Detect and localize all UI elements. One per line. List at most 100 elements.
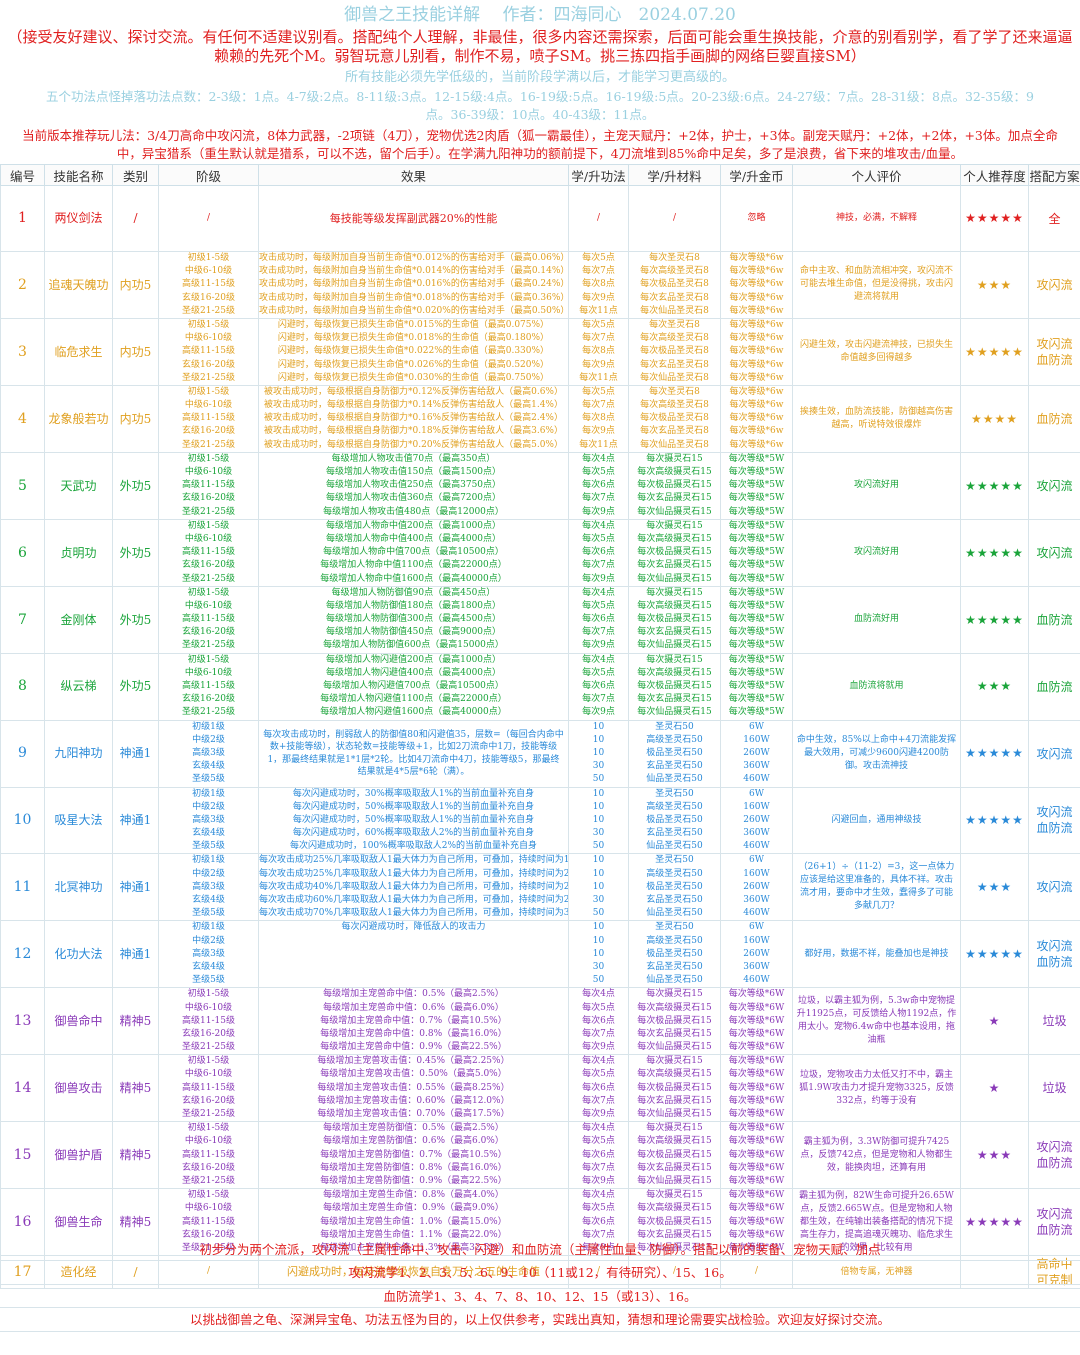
gold-line: 每次等级*6W xyxy=(728,1082,785,1093)
tier-line: 圣级21-25级 xyxy=(182,305,235,316)
column-header: 搭配方案 xyxy=(1028,164,1080,186)
gold-line: 每次等级*6w xyxy=(729,292,784,303)
effect-line: 每级增加主宠兽防御值：0.6%（最高6.0%） xyxy=(323,1136,504,1147)
gf-line: 每次5点 xyxy=(582,1136,615,1147)
mat-line: 每次摄灵石15 xyxy=(646,1123,703,1134)
gold-line: 每次等级*5W xyxy=(728,640,785,651)
effect-line: 每级增加人物闪避值1600点（最高40000点） xyxy=(320,707,507,718)
effect-cell: 每级增加主宠兽防御值：0.5%（最高2.5%） 每级增加主宠兽防御值：0.6%（最… xyxy=(258,1121,569,1190)
tier-line: 高级11-15级 xyxy=(182,614,235,625)
gold-line: 6W xyxy=(749,788,764,799)
column-header: 技能名称 xyxy=(44,164,113,186)
mat-line: 每次仙品圣灵石8 xyxy=(640,305,709,316)
effect-cell: 每级增加主宠兽生命值：0.8%（最高4.0%） 每级增加主宠兽生命值：0.9%（最… xyxy=(258,1188,569,1257)
skill-category: 内功5 xyxy=(112,384,159,453)
mat-cell: 圣灵石50 高级圣灵石50 极品圣灵石50 玄品圣灵石50 仙品圣灵石50 xyxy=(628,719,721,788)
gold-line: / xyxy=(754,1266,759,1277)
effect-line: 每级增加人物攻击值360点（最高7200点） xyxy=(325,493,502,504)
recommended-build: 当前版本推荐玩儿法：3/4刀高命中攻闪流，8体力武器，-2项链（4刀），宠物优选… xyxy=(22,128,1058,161)
mat-line: 每次高级圣灵石8 xyxy=(640,333,709,344)
mat-line: 极品圣灵石50 xyxy=(646,814,703,825)
gf-line: 每次4点 xyxy=(582,1056,615,1067)
gf-line: 每次6点 xyxy=(582,1216,615,1227)
gf-line: 每次7点 xyxy=(582,493,615,504)
skill-number: 2 xyxy=(0,251,45,319)
tier-line: 圣级5级 xyxy=(192,774,225,785)
effect-line: 每级增加主宠兽攻击值：0.50%（最高5.0%） xyxy=(320,1069,507,1080)
tier-line: 初级1级 xyxy=(192,922,225,933)
effect-line: 每级增加人物攻击值480点（最高12000点） xyxy=(323,506,504,517)
effect-line: 每级增加人物命中值200点（最高1000点） xyxy=(325,520,502,531)
gold-line: 460W xyxy=(743,774,770,785)
mat-line: 每次玄品摄灵石15 xyxy=(637,493,712,504)
tier-line: 玄级16-20级 xyxy=(182,1162,235,1173)
mat-line: 每次高级摄灵石15 xyxy=(637,1002,712,1013)
tier-line: 玄级16-20级 xyxy=(182,1028,235,1039)
mat-line: 极品圣灵石50 xyxy=(646,747,703,758)
gf-line: 每次5点 xyxy=(582,533,615,544)
mat-cell: 每次圣灵石8 每次高级圣灵石8 每次极品圣灵石8 每次玄品圣灵石8 每次仙品圣灵石8 xyxy=(628,317,721,386)
tier-line: 中级6-10级 xyxy=(184,600,233,611)
effect-line: 每级增加主宠兽防御值：0.5%（最高2.5%） xyxy=(323,1123,504,1134)
gf-line: 每次7点 xyxy=(582,1028,615,1039)
effect-line: 每次闪避成功时，50%概率吸取敌人1%的当前血量补充自身 xyxy=(292,814,535,825)
mat-line: 每次玄品摄灵石15 xyxy=(637,1162,712,1173)
effect-line: 每级增加主宠兽生命值：1.0%（最高15.0%） xyxy=(320,1216,507,1227)
gf-line: / xyxy=(596,1266,601,1277)
effect-line: 每级增加人物防御值180点（最高1800点） xyxy=(325,600,502,611)
gold-cell: 6W 160W 260W 360W 460W xyxy=(720,719,793,788)
effect-line: 被攻击成功时，每级根据自身防御力*0.20%反弹伤害给敌人（最高5.0%） xyxy=(264,439,563,450)
effect-line: 攻击成功时，每级附加自身当前生命值*0.012%的伤害给对手（最高0.06%） xyxy=(259,253,569,263)
gf-line: 每次7点 xyxy=(582,694,615,705)
gf-line: 10 xyxy=(592,801,605,812)
gf-line: 每次9点 xyxy=(582,1242,615,1253)
gold-line: 每次等级*6W xyxy=(728,1175,785,1186)
column-header: 学/升金币 xyxy=(720,164,793,186)
gold-line: 每次等级*5W xyxy=(728,560,785,571)
mat-line: 每次高级摄灵石15 xyxy=(637,1136,712,1147)
personal-evaluation: 挨揍生效，血防流技能，防御越高伤害越高，听说特效很爆炸 xyxy=(792,384,961,453)
mat-line: 高级圣灵石50 xyxy=(646,734,703,745)
build-plan: 攻闪流 血防流 xyxy=(1028,317,1080,386)
tier-line: 圣级21-25级 xyxy=(182,372,235,383)
tier-cell: 初级1-5级 中级6-10级 高级11-15级 玄级16-20级 圣级21-25级 xyxy=(158,1188,259,1257)
effect-line: 每级增加主宠兽生命值：1.1%（最高22.0%） xyxy=(320,1229,507,1240)
mat-line: 每次玄品摄灵石15 xyxy=(637,1028,712,1039)
gf-cell: 每次4点 每次5点 每次6点 每次7点 每次9点 xyxy=(568,652,629,721)
tier-line: 圣级21-25级 xyxy=(182,439,235,450)
tier-line: 高级11-15级 xyxy=(182,346,235,357)
column-header: 个人推荐度 xyxy=(960,164,1029,186)
mat-line: 每次极品摄灵石15 xyxy=(637,480,712,491)
footer-line: 血防流学1、3、4、7、8、10、12、15（或13）、16。 xyxy=(0,1285,1080,1309)
skill-category: 内功5 xyxy=(112,251,159,319)
skill-name: 追魂天魄功 xyxy=(44,251,113,319)
gold-line: 每次等级*6W xyxy=(728,1069,785,1080)
build-plan: 攻闪流 血防流 xyxy=(1028,1188,1080,1257)
gf-line: / xyxy=(596,212,601,223)
mat-line: 每次仙品摄灵石15 xyxy=(637,573,712,584)
build-plan: 血防流 xyxy=(1028,384,1080,453)
gf-line: 10 xyxy=(592,788,605,799)
tier-cell: 初级1-5级 中级6-10级 高级11-15级 玄级16-20级 圣级21-25级 xyxy=(158,987,259,1056)
tier-line: 玄级16-20级 xyxy=(182,627,235,638)
effect-line: 每级增加人物防御值600点（最高15000点） xyxy=(323,640,504,651)
tier-line: 高级3级 xyxy=(192,948,225,959)
mat-line: 玄品圣灵石50 xyxy=(646,961,703,972)
gold-line: 每次等级*6w xyxy=(729,400,784,411)
rating-stars: ★★★★★ xyxy=(960,518,1029,587)
gf-line: 每次11点 xyxy=(579,372,618,383)
effect-line: 每级增加人物防御值90点（最高450点） xyxy=(331,587,496,598)
tier-cell: 初级1-5级 中级6-10级 高级11-15级 玄级16-20级 圣级21-25级 xyxy=(158,1121,259,1190)
effect-cell: 每级增加主宠兽命中值：0.5%（最高2.5%） 每级增加主宠兽命中值：0.6%（最… xyxy=(258,987,569,1056)
gold-line: 每次等级*6w xyxy=(729,333,784,344)
skill-name: 天武功 xyxy=(44,451,113,520)
skill-row: 6 贞明功 外功5 初级1-5级 中级6-10级 高级11-15级 玄级16-20级 圣级21… xyxy=(0,518,1080,587)
gold-line: 每次等级*6w xyxy=(729,359,784,370)
gf-cell: 每次5点 每次7点 每次8点 每次9点 每次11点 xyxy=(568,251,629,319)
gold-line: 每次等级*5W xyxy=(728,520,785,531)
gf-line: 每次9点 xyxy=(582,1109,615,1119)
effect-cell: 每级增加人物命中值200点（最高1000点） 每级增加人物命中值400点（最高40… xyxy=(258,518,569,587)
gold-line: 每次等级*6W xyxy=(728,989,785,1000)
gf-line: 每次5点 xyxy=(582,1069,615,1080)
effect-line: 闪避成功时，每技能等级恢复自身万分之五的生命值 xyxy=(287,1265,540,1279)
